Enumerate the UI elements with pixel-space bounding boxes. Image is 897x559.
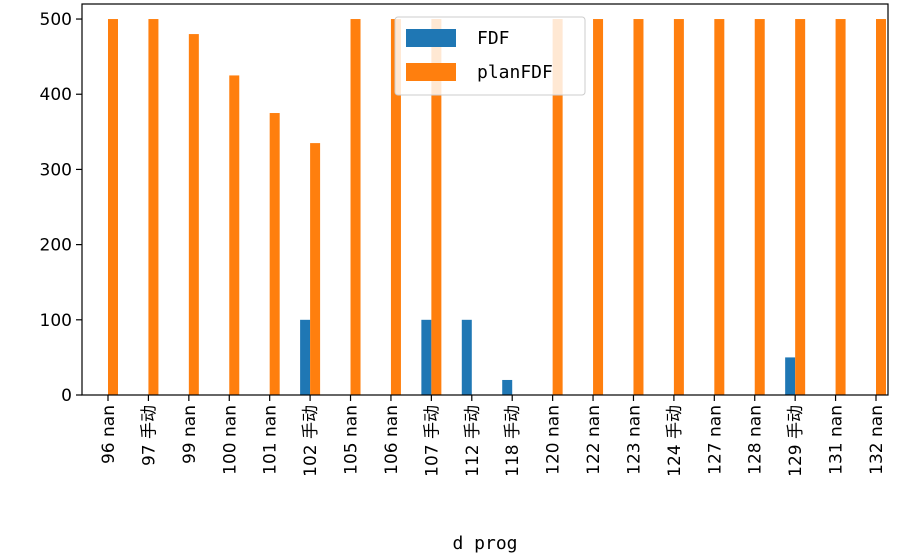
x-tick-label-16: 128 nan: [746, 405, 766, 475]
x-tick-label-14: 124 手动: [665, 405, 685, 477]
legend-label-FDF: FDF: [477, 28, 510, 49]
bar-planFDF-14: [673, 19, 684, 396]
y-tick-label-1: 100: [40, 311, 72, 331]
x-tick-label-10: 118 手动: [503, 405, 523, 477]
axes-group: 0 100 200 300 400 500 96 nan 97 手动 99 nan 100 nan…: [40, 3, 889, 477]
plot-frame: [81, 3, 889, 396]
x-tick-label-8: 107 手动: [422, 405, 442, 477]
x-tick-label-3: 100 nan: [220, 405, 240, 475]
bar-FDF-9: [461, 319, 472, 395]
x-tick-label-9: 112 手动: [463, 405, 483, 477]
y-tick-label-3: 300: [40, 160, 72, 180]
x-tick-label-7: 106 nan: [382, 405, 402, 475]
bar-planFDF-19: [876, 19, 886, 396]
legend-label-planFDF: planFDF: [477, 62, 553, 83]
x-tick-label-18: 131 nan: [827, 405, 847, 475]
x-tick-label-13: 123 nan: [624, 405, 644, 475]
bar-planFDF-1: [148, 19, 159, 396]
bar-planFDF-4: [269, 113, 280, 396]
x-tick-label-19: 132 nan: [867, 405, 887, 475]
y-tick-label-2: 200: [40, 236, 72, 256]
bar-planFDF-13: [633, 19, 644, 396]
x-tick-label-0: 96 nan: [99, 405, 119, 464]
bar-FDF-17: [785, 357, 796, 395]
x-tick-label-6: 105 nan: [342, 405, 362, 475]
bar-planFDF-17: [795, 19, 806, 396]
bar-FDF-5: [300, 319, 311, 395]
x-tick-label-5: 102 手动: [301, 405, 321, 477]
bar-planFDF-5: [310, 143, 321, 395]
bar-FDF-10: [502, 379, 513, 395]
legend-swatch-planFDF: [406, 63, 456, 81]
x-tick-label-2: 99 nan: [180, 405, 200, 464]
bar-planFDF-15: [714, 19, 725, 396]
x-tick-label-12: 122 nan: [584, 405, 604, 475]
bar-planFDF-0: [108, 19, 118, 396]
bar-planFDF-6: [350, 19, 361, 396]
y-tick-label-4: 400: [40, 85, 72, 105]
bar-planFDF-12: [593, 19, 604, 396]
bars-group: [108, 19, 886, 396]
y-tick-label-5: 500: [40, 10, 72, 30]
bar-planFDF-3: [229, 75, 240, 396]
y-tick-label-0: 0: [61, 386, 72, 406]
x-tick-label-15: 127 nan: [705, 405, 725, 475]
x-tick-label-17: 129 手动: [786, 405, 806, 477]
bar-planFDF-2: [188, 34, 199, 395]
bar-planFDF-11: [552, 19, 563, 396]
x-tick-label-4: 101 nan: [261, 405, 281, 475]
legend: FDF planFDF: [394, 16, 586, 96]
x-tick-label-1: 97 手动: [139, 405, 159, 466]
bar-FDF-8: [421, 319, 432, 395]
x-axis-title: d prog: [452, 533, 517, 554]
bar-planFDF-16: [754, 19, 765, 396]
x-tick-label-11: 120 nan: [544, 405, 564, 475]
bar-planFDF-18: [835, 19, 846, 396]
legend-swatch-FDF: [406, 29, 456, 47]
bar-planFDF-8: [431, 19, 442, 396]
bar-planFDF-7: [390, 19, 401, 396]
